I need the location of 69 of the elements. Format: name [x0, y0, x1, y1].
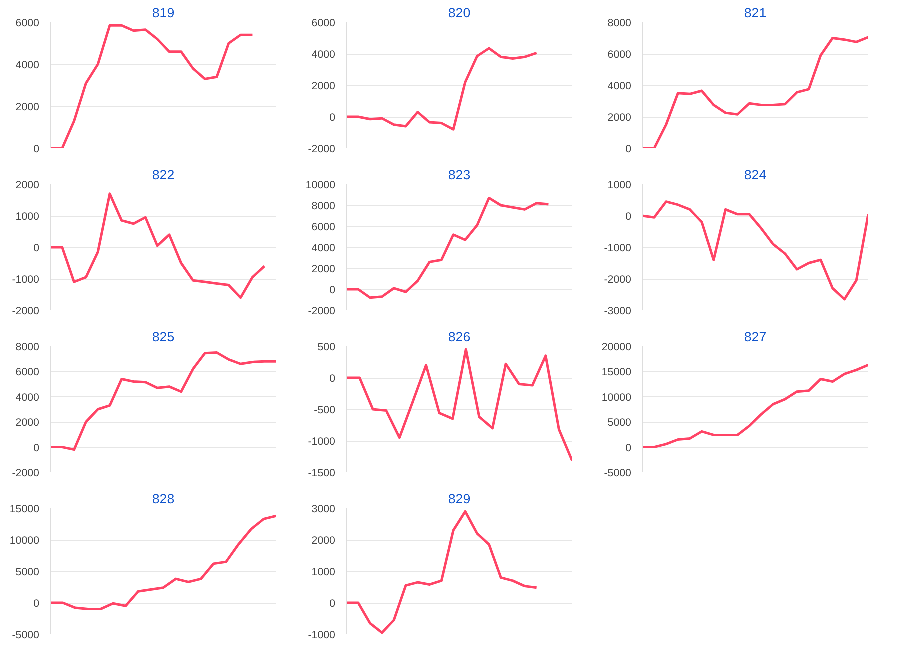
y-tick-label: -1500 [308, 468, 336, 480]
y-tick-label: 15000 [602, 366, 632, 379]
y-tick-label: 500 [318, 342, 336, 354]
y-tick-label: 2000 [16, 417, 40, 430]
y-tick-label: 1000 [312, 566, 336, 578]
y-tick-label: 0 [330, 373, 336, 385]
chart-title: 821 [744, 6, 767, 20]
y-tick-label: 2000 [312, 535, 336, 547]
y-tick-label: 5000 [608, 417, 632, 430]
y-tick-label: 1000 [16, 211, 40, 223]
y-tick-label: 4000 [608, 80, 632, 92]
chart-title: 826 [448, 330, 471, 344]
y-tick-label: -2000 [12, 306, 40, 318]
y-tick-label: 8000 [16, 342, 40, 354]
y-tick-label: -1000 [308, 436, 336, 448]
y-tick-label: 0 [330, 598, 336, 610]
y-tick-label: 6000 [16, 366, 40, 379]
chart-title: 822 [152, 168, 175, 182]
chart-title: 820 [448, 6, 471, 20]
y-tick-label: 2000 [608, 112, 632, 124]
chart-title: 824 [744, 168, 768, 182]
y-tick-label: 4000 [16, 60, 40, 72]
y-tick-label: 0 [626, 442, 632, 454]
y-tick-label: 10000 [306, 180, 336, 192]
y-tick-label: 4000 [312, 242, 336, 254]
chart-title: 829 [448, 492, 471, 506]
y-tick-label: 0 [34, 598, 40, 610]
y-tick-label: 6000 [312, 18, 336, 30]
y-tick-label: 0 [330, 284, 336, 296]
y-tick-label: 4000 [312, 49, 336, 61]
y-tick-label: 4000 [16, 392, 40, 404]
y-tick-label: 5000 [16, 566, 40, 578]
y-tick-label: -2000 [308, 306, 336, 318]
y-tick-label: -1000 [604, 242, 632, 254]
y-tick-label: 0 [626, 211, 632, 223]
y-tick-label: 10000 [602, 392, 632, 404]
chart-title: 828 [152, 492, 175, 506]
y-tick-label: 8000 [312, 200, 336, 212]
y-tick-label: 0 [34, 144, 40, 156]
chart-title: 825 [152, 330, 175, 344]
y-tick-label: -3000 [604, 306, 632, 318]
y-tick-label: 0 [330, 112, 336, 124]
y-tick-label: 3000 [312, 504, 336, 516]
y-tick-label: 1000 [608, 180, 632, 192]
chart-title: 827 [744, 330, 767, 344]
y-tick-label: 2000 [16, 180, 40, 192]
y-tick-label: 2000 [16, 102, 40, 114]
y-tick-label: 2000 [312, 80, 336, 92]
chart-title: 823 [448, 168, 471, 182]
y-tick-label: 20000 [602, 342, 632, 354]
y-tick-label: -1000 [308, 630, 336, 642]
y-tick-label: 6000 [312, 222, 336, 234]
y-tick-label: -500 [314, 404, 336, 416]
y-tick-label: -5000 [12, 630, 40, 642]
y-tick-label: 0 [34, 442, 40, 454]
y-tick-label: -2000 [604, 274, 632, 286]
y-tick-label: 10000 [10, 535, 40, 547]
y-tick-label: -2000 [12, 468, 40, 480]
y-tick-label: 0 [34, 242, 40, 254]
y-tick-label: 6000 [16, 18, 40, 30]
y-tick-label: -5000 [604, 468, 632, 480]
y-tick-label: 8000 [608, 18, 632, 30]
y-tick-label: 2000 [312, 264, 336, 276]
y-tick-label: 0 [626, 144, 632, 156]
y-tick-label: 15000 [10, 504, 40, 516]
y-tick-label: 6000 [608, 49, 632, 61]
chart-title: 819 [152, 6, 175, 20]
y-tick-label: -1000 [12, 274, 40, 286]
y-tick-label: -2000 [308, 144, 336, 156]
